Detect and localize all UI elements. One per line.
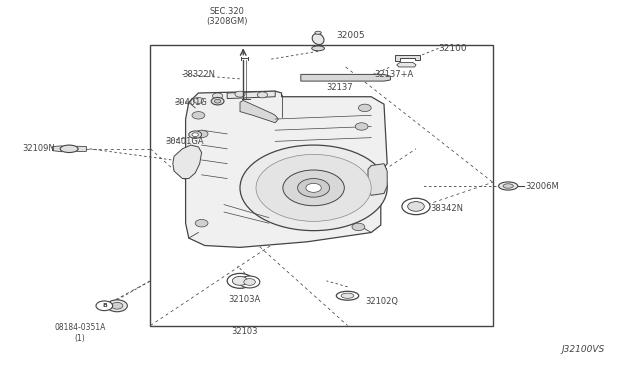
Circle shape	[232, 276, 248, 285]
Text: 32005: 32005	[336, 31, 365, 40]
Circle shape	[189, 131, 202, 138]
Polygon shape	[180, 91, 387, 247]
Circle shape	[306, 183, 321, 192]
Circle shape	[192, 112, 205, 119]
Circle shape	[355, 123, 368, 130]
Polygon shape	[77, 146, 86, 151]
Ellipse shape	[503, 184, 513, 188]
Polygon shape	[173, 145, 202, 179]
Circle shape	[358, 104, 371, 112]
Text: B: B	[102, 303, 107, 308]
Text: 08184-0351A
(1): 08184-0351A (1)	[54, 323, 106, 343]
Circle shape	[107, 300, 127, 312]
Circle shape	[227, 273, 253, 288]
Polygon shape	[397, 62, 416, 67]
Circle shape	[240, 145, 387, 231]
Circle shape	[192, 133, 198, 137]
Text: 32103A: 32103A	[228, 295, 260, 304]
Circle shape	[235, 91, 245, 97]
Circle shape	[408, 202, 424, 211]
Bar	[150, 45, 493, 326]
Circle shape	[211, 97, 224, 105]
Text: 38342N: 38342N	[430, 204, 463, 213]
Text: 30401G: 30401G	[174, 98, 207, 107]
Ellipse shape	[60, 145, 78, 153]
Circle shape	[239, 276, 260, 288]
Polygon shape	[301, 74, 390, 81]
Circle shape	[212, 93, 223, 99]
Polygon shape	[240, 100, 278, 123]
Text: 32100: 32100	[438, 44, 467, 53]
Ellipse shape	[337, 291, 359, 300]
Circle shape	[352, 223, 365, 231]
Circle shape	[214, 99, 221, 103]
Text: 38322N: 38322N	[182, 70, 216, 79]
Polygon shape	[395, 55, 420, 61]
Text: J32100VS: J32100VS	[561, 345, 605, 354]
Circle shape	[402, 198, 430, 215]
Ellipse shape	[312, 33, 324, 45]
Text: 32102Q: 32102Q	[365, 297, 398, 306]
Circle shape	[257, 92, 268, 98]
Text: 32103: 32103	[231, 327, 258, 336]
Ellipse shape	[312, 46, 324, 51]
Polygon shape	[227, 91, 275, 99]
Text: 32006M: 32006M	[525, 182, 559, 190]
Circle shape	[298, 179, 330, 197]
Circle shape	[193, 97, 204, 103]
Text: SEC.320
(3208GM): SEC.320 (3208GM)	[207, 7, 248, 26]
Ellipse shape	[341, 293, 354, 298]
Circle shape	[195, 219, 208, 227]
Text: 32137+A: 32137+A	[374, 70, 413, 79]
Text: 32109N: 32109N	[22, 144, 55, 153]
Circle shape	[244, 279, 255, 285]
Circle shape	[111, 302, 123, 309]
Circle shape	[195, 130, 208, 138]
Polygon shape	[368, 164, 387, 195]
Polygon shape	[52, 146, 62, 152]
Text: 32137: 32137	[326, 83, 353, 92]
Ellipse shape	[315, 31, 321, 34]
Circle shape	[256, 154, 371, 221]
Circle shape	[96, 301, 113, 311]
Text: 30401GA: 30401GA	[165, 137, 204, 146]
Ellipse shape	[499, 182, 518, 190]
Circle shape	[283, 170, 344, 206]
